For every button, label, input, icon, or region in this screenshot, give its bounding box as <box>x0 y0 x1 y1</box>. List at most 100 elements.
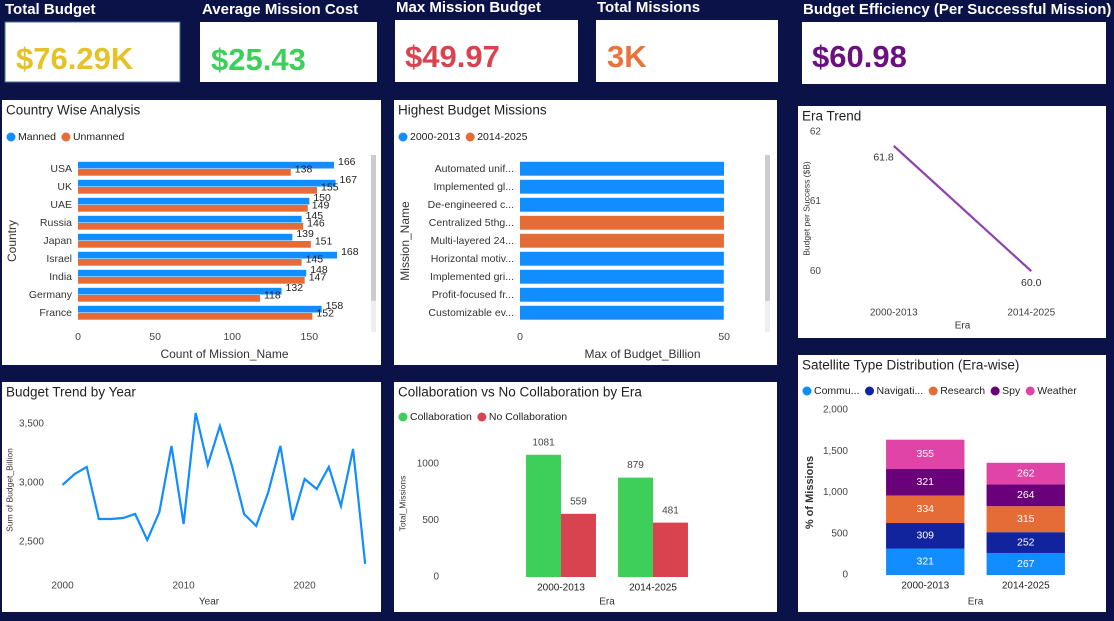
data-label: 321 <box>916 556 934 568</box>
bar-segment <box>986 552 1065 575</box>
legend-marker <box>61 132 71 142</box>
bar-segment <box>986 506 1065 533</box>
y-axis-title: Mission_Name <box>398 201 412 281</box>
data-label: 264 <box>1017 489 1035 501</box>
data-label: 148 <box>310 264 328 276</box>
bar <box>520 215 724 230</box>
data-label: 334 <box>916 503 934 515</box>
legend-label: 2014-2025 <box>477 131 527 143</box>
y-tick-label: Horizontal motiv... <box>431 253 514 265</box>
kpi-value: $76.29K <box>16 41 134 76</box>
chart-panel <box>2 382 381 612</box>
data-label: 146 <box>307 217 325 229</box>
y-tick-label: 61 <box>810 196 822 207</box>
data-label: 151 <box>315 235 333 247</box>
y-tick-label: Multi-layered 24... <box>431 235 514 247</box>
kpi-card <box>200 22 377 82</box>
bar <box>78 205 308 212</box>
x-axis-title: Era <box>955 321 971 332</box>
y-tick-label: 2,500 <box>19 537 44 548</box>
data-label: 267 <box>1017 558 1035 570</box>
y-tick-label: UK <box>57 181 72 193</box>
data-label: 315 <box>1017 513 1035 525</box>
bar <box>520 161 725 176</box>
chart-title: Highest Budget Missions <box>398 103 547 118</box>
y-tick-label: France <box>39 307 72 319</box>
y-tick-label: Customizable ev... <box>428 307 514 319</box>
data-label: 879 <box>627 460 644 471</box>
bar <box>78 295 260 302</box>
x-axis-title: Year <box>199 597 220 608</box>
chart-panel <box>394 100 777 365</box>
kpi-value: $49.97 <box>405 39 500 74</box>
y-axis-title: % of Missions <box>804 456 816 529</box>
x-axis-title: Max of Budget_Billion <box>584 347 700 361</box>
bar <box>78 251 338 259</box>
chart-panel <box>798 106 1106 338</box>
x-tick-label: 2000-2013 <box>870 308 918 319</box>
x-tick-label: 50 <box>149 331 161 343</box>
legend-label: Research <box>940 385 985 397</box>
x-tick-label: 2014-2025 <box>1007 308 1055 319</box>
bar <box>78 259 302 266</box>
bar <box>526 454 561 577</box>
y-tick-label: UAE <box>50 199 72 211</box>
x-tick-label: 50 <box>718 331 730 343</box>
bar-segment <box>886 523 965 549</box>
kpi-value: $60.98 <box>812 39 907 74</box>
bar <box>78 269 307 277</box>
bar <box>520 305 724 320</box>
legend-label: Manned <box>18 131 56 143</box>
x-tick-label: 100 <box>223 331 241 343</box>
legend-marker <box>398 132 408 142</box>
y-tick-label: 2,000 <box>823 405 848 416</box>
legend-marker <box>990 386 1000 396</box>
bar <box>561 513 596 577</box>
x-tick-label: 0 <box>75 331 81 343</box>
data-label: 149 <box>312 199 330 211</box>
data-label: 481 <box>662 505 679 516</box>
chart-title: Country Wise Analysis <box>6 103 141 118</box>
legend-label: Navigati... <box>877 385 924 397</box>
data-label: 147 <box>309 271 327 283</box>
y-tick-label: Germany <box>29 289 73 301</box>
data-label: 158 <box>326 300 344 312</box>
bar <box>78 187 318 194</box>
data-label: 150 <box>313 192 331 204</box>
legend-label: Collaboration <box>410 411 472 423</box>
kpi-card <box>596 20 778 82</box>
y-axis-title: Sum of Budget_Billion <box>4 448 14 532</box>
y-tick-label: 60 <box>810 266 822 277</box>
data-label: 155 <box>321 181 339 193</box>
x-tick-label: 2014-2025 <box>1002 581 1050 592</box>
x-axis-title: Era <box>968 597 984 608</box>
kpi-title: Average Mission Cost <box>202 1 358 18</box>
bar <box>78 179 336 187</box>
y-tick-label: Profit-focused fr... <box>432 289 514 301</box>
bar <box>78 313 313 320</box>
x-tick-label: 2000 <box>51 581 74 592</box>
kpi-card <box>4 21 181 83</box>
y-tick-label: Centralized 5thg... <box>429 217 514 229</box>
bar-segment <box>986 532 1065 553</box>
x-tick-label: 2000-2013 <box>537 583 585 594</box>
bar <box>78 169 291 176</box>
y-tick-label: 62 <box>810 127 822 138</box>
y-tick-label: 0 <box>433 572 439 583</box>
kpi-title: Total Budget <box>5 1 96 18</box>
y-tick-label: 1000 <box>417 459 440 470</box>
y-axis-title: Country <box>5 220 19 262</box>
legend-marker <box>1025 386 1035 396</box>
chart-title: Era Trend <box>802 109 861 124</box>
y-tick-label: Implemented gri... <box>430 271 514 283</box>
bar <box>78 197 310 205</box>
bar <box>78 277 305 284</box>
bar <box>78 161 334 169</box>
bar <box>520 269 724 284</box>
bar <box>520 197 724 212</box>
bar <box>520 233 724 248</box>
bar <box>78 287 282 295</box>
data-label: 252 <box>1017 536 1035 548</box>
